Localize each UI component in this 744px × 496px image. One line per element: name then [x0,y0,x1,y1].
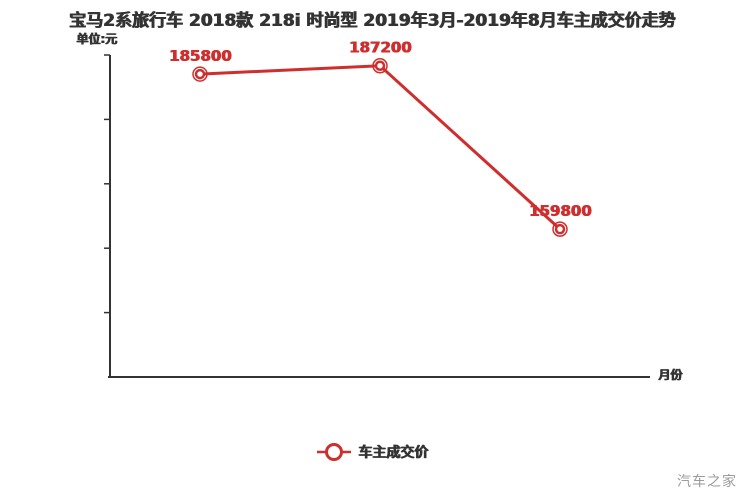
data-point-outer-ring [372,57,388,74]
legend: 车主成交价 [0,442,744,462]
data-point-outer-ring [552,221,568,237]
chart-title: 宝马2系旅行车 2018款 218i 时尚型 2019年3月-2019年8月车主… [68,11,676,31]
data-point-label: 185800 [169,47,232,65]
data-point-label: 159800 [529,202,592,220]
y-axis-unit-label: 单位:元 [76,32,117,46]
data-point-outer-ring [192,66,208,82]
price-trend-line [199,64,562,231]
legend-marker-icon [317,443,351,461]
watermark-logo: 汽车之家 [677,474,737,490]
x-axis-label: 月份 [658,368,683,382]
data-point [554,223,566,235]
legend-label: 车主成交价 [358,445,428,461]
data-point-label: 187200 [349,39,412,57]
data-point [194,68,206,80]
data-point [374,60,386,71]
legend-circle [325,443,343,461]
